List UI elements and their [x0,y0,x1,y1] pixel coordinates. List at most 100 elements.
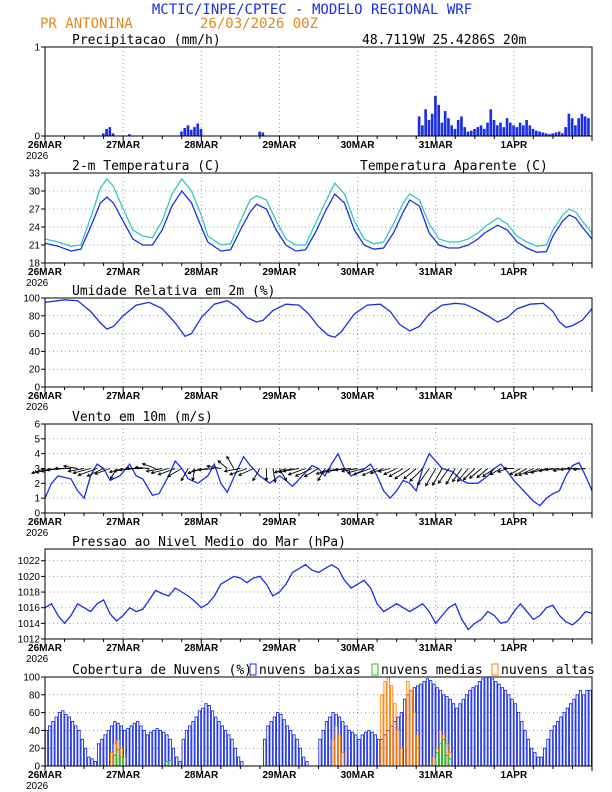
precip-bar [548,134,551,136]
wind-vector-shaft [68,468,85,472]
wind-vector [141,462,156,469]
wind-vector-shaft [278,468,293,473]
wind-vector-head [238,472,242,476]
precip-bar [531,128,535,136]
header-location: PR ANTONINA [40,16,133,32]
wind-vector-head [325,469,330,474]
precip-bar [463,127,467,136]
wind-vector-shaft [288,468,306,476]
wind-vector [456,468,469,483]
cloud-high-bar [393,703,397,767]
cloud-high-bar [334,725,338,767]
precip-bar [528,125,532,136]
cloud-low-bar [61,710,65,767]
cloud-low-bar [520,721,524,767]
cloud-low-bar [529,747,534,767]
wind-vector-shaft [490,468,502,475]
wind-vector-shaft [142,463,156,469]
precip-bar [101,133,105,136]
cloud-low-bar [295,738,299,767]
y-tick-label: 40 [29,726,41,737]
y-tick-label: 4 [34,449,40,460]
wind-vector [180,468,189,482]
wind-vector-head [456,478,461,483]
wind-vector-shaft [378,468,391,473]
cloud-low-bar [357,738,361,767]
cloud-low-bar [136,721,140,767]
y-tick-label: 0 [34,383,40,394]
precip-bar [476,127,480,136]
x-day-label: 28MAR [184,267,219,278]
y-tick-label: 20 [29,744,41,755]
wind-vector [476,468,489,479]
wind-vector [502,466,514,471]
cloud-low-bar [543,747,547,767]
wind-vector [134,465,150,470]
wind-vector [278,468,293,474]
header-coords: 48.7119W 25.4286S 20m [362,33,527,48]
wind-vector [566,466,579,471]
panel-title-pressure: Pressao ao Nivel Medio do Mar (hPa) [72,535,346,550]
cloud-low-bar [549,729,553,767]
precip-bar [512,125,515,136]
x-day-label: 30MAR [341,391,376,402]
y-tick-label: 1 [34,43,40,54]
wind-vector [489,468,502,475]
cloud-low-bar [513,703,517,767]
precip-bar [535,130,538,136]
wind-vector-shaft [238,468,254,476]
wind-vector-shaft [482,468,495,477]
precip-bar [440,122,444,136]
wind-vector-head [180,477,185,482]
panel-frame [44,548,593,640]
x-day-label: 26MAR [28,267,63,278]
wind-vector-shaft [545,468,560,471]
wind-vector-head [226,455,230,460]
wind-vector-shaft [335,468,352,471]
wind-vector [272,468,277,484]
cloud-low-bar [533,752,537,767]
precip-bar [495,125,499,136]
y-tick-label: 60 [29,708,41,719]
cloud-high-bar [416,734,420,767]
cloud-low-bar [298,747,303,767]
series-line-temperature [44,189,593,253]
precip-bar [128,134,131,136]
precip-bar [456,119,460,136]
cloud-mid-bar [448,758,452,767]
wind-vector [409,468,424,482]
precip-bar [502,127,506,136]
cloud-low-bar [227,734,231,767]
cloud-mid-bar [168,760,172,767]
x-day-label: 29MAR [262,391,297,402]
cloud-low-bar [500,687,504,767]
wind-vector-head [283,477,287,482]
x-day-label: 31MAR [419,140,454,151]
cloud-low-bar [220,725,224,767]
cloud-high-bar [383,681,387,767]
legend-label: nuvens medias [381,663,483,678]
series-line-humidity [44,299,593,338]
panel-precip: 0 1 26MAR 27MAR 28MAR 29MAR 30MAR 31MAR 1APR 2026… [26,33,593,162]
cloud-low-bar [90,758,94,767]
cloud-low-bar [70,721,75,767]
cloud-low-bar [370,731,374,767]
precip-bar [564,127,567,136]
panel-frame [44,297,593,388]
cloud-low-bar [376,738,381,767]
cloud-low-bar [471,687,475,767]
x-day-label: 26MAR [28,140,63,151]
wind-vector [352,468,371,476]
cloud-low-bar [565,707,570,767]
cloud-low-bar [132,722,137,767]
x-day-label: 27MAR [106,140,141,151]
cloud-high-bar [337,734,342,767]
header-title: MCTIC/INPE/CPTEC - MODELO REGIONAL WRF [152,2,472,18]
wind-vector-shaft [394,468,410,480]
cloud-low-bar [562,712,566,767]
wind-vector-head [273,479,277,484]
cloud-low-bar [458,703,462,767]
wind-vector-head [497,469,501,473]
wind-vector-head [191,477,195,482]
